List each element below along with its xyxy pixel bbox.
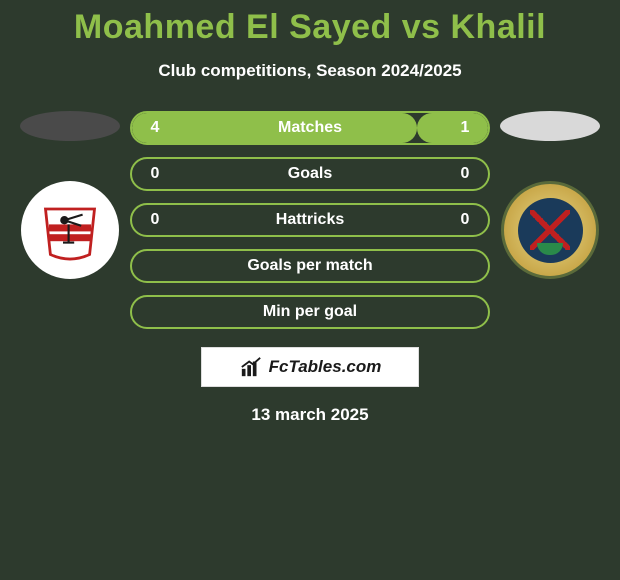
stat-value-left: 0 bbox=[148, 211, 162, 229]
stats-list: 4 Matches 1 0 Goals 0 0 Hattricks 0 Goals per mat… bbox=[130, 111, 490, 329]
player-right-col bbox=[490, 111, 610, 279]
watermark: FcTables.com bbox=[201, 347, 419, 387]
stat-label: Matches bbox=[278, 119, 342, 137]
player-left-col bbox=[10, 111, 130, 279]
watermark-text: FcTables.com bbox=[269, 357, 382, 377]
subtitle: Club competitions, Season 2024/2025 bbox=[0, 61, 620, 81]
page-title: Moahmed El Sayed vs Khalil bbox=[0, 8, 620, 47]
stat-row: Goals per match bbox=[130, 249, 490, 283]
stat-text: 4 Matches 1 bbox=[132, 119, 488, 137]
main-row: 4 Matches 1 0 Goals 0 0 Hattricks 0 Goals per mat… bbox=[0, 111, 620, 329]
stat-value-right: 0 bbox=[458, 165, 472, 183]
player-left-placeholder-icon bbox=[20, 111, 120, 141]
team-right-badge-icon bbox=[501, 181, 599, 279]
date-label: 13 march 2025 bbox=[0, 405, 620, 425]
stat-row: Min per goal bbox=[130, 295, 490, 329]
stat-value-left: 0 bbox=[148, 165, 162, 183]
stat-row: 0 Goals 0 bbox=[130, 157, 490, 191]
stat-label: Goals per match bbox=[247, 257, 372, 275]
stat-label: Min per goal bbox=[263, 303, 357, 321]
stat-label: Hattricks bbox=[276, 211, 344, 229]
stat-text: 0 Goals 0 bbox=[132, 165, 488, 183]
stat-row: 0 Hattricks 0 bbox=[130, 203, 490, 237]
stat-value-right: 1 bbox=[458, 119, 472, 137]
comparison-card: Moahmed El Sayed vs Khalil Club competit… bbox=[0, 0, 620, 425]
player-right-placeholder-icon bbox=[500, 111, 600, 141]
stat-value-right: 0 bbox=[458, 211, 472, 229]
stat-row: 4 Matches 1 bbox=[130, 111, 490, 145]
chart-icon bbox=[239, 356, 263, 378]
stat-text: 0 Hattricks 0 bbox=[132, 211, 488, 229]
stat-label: Goals bbox=[288, 165, 332, 183]
stat-value-left: 4 bbox=[148, 119, 162, 137]
team-left-badge-icon bbox=[21, 181, 119, 279]
